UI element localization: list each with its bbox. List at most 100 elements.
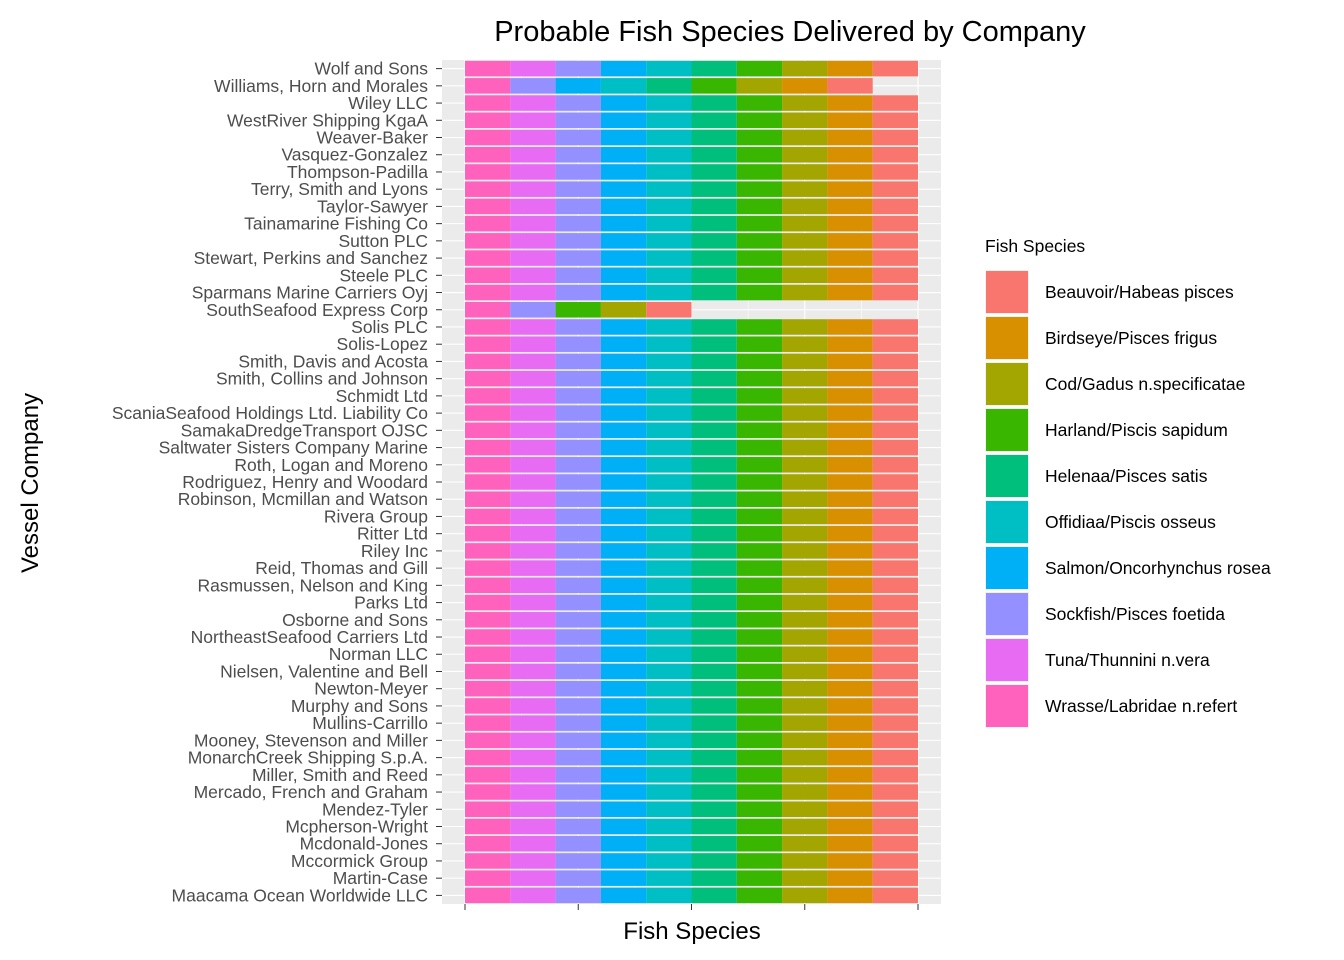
- bar-segment: [555, 284, 601, 301]
- bar-segment: [736, 215, 783, 232]
- bar-segment: [736, 474, 783, 490]
- bar-segment: [782, 95, 828, 111]
- bar-segment: [736, 818, 783, 835]
- bar-segment: [646, 370, 692, 387]
- bar-segment: [691, 835, 737, 852]
- bar-segment: [827, 112, 873, 129]
- bar-segment: [510, 835, 556, 852]
- bar-segment: [782, 319, 828, 335]
- bar-segment: [691, 353, 737, 370]
- bar-segment: [555, 594, 601, 611]
- bar-segment: [872, 784, 918, 800]
- bar-segment: [827, 198, 873, 215]
- y-tick-label: Martin-Case: [333, 868, 428, 888]
- y-tick-label: Mooney, Stevenson and Miller: [194, 730, 428, 750]
- bar-segment: [782, 233, 828, 249]
- y-tick-label: Terry, Smith and Lyons: [251, 179, 428, 199]
- bar-segment: [600, 267, 647, 284]
- bar-segment: [465, 353, 511, 370]
- bar-segment: [555, 129, 601, 146]
- bar-segment: [646, 267, 692, 284]
- bar-segment: [510, 457, 556, 473]
- bar-segment: [691, 525, 737, 542]
- legend-swatch: [986, 271, 1028, 313]
- bar-segment: [691, 818, 737, 835]
- bar-segment: [872, 801, 918, 818]
- bar-segment: [736, 422, 783, 439]
- bar-segment: [691, 319, 737, 335]
- bar-segment: [555, 112, 601, 129]
- bar-segment: [465, 835, 511, 852]
- bar-segment: [510, 525, 556, 542]
- bar-segment: [691, 146, 737, 163]
- bar-segment: [872, 370, 918, 387]
- bar-segment: [736, 95, 783, 111]
- bar-segment: [465, 388, 511, 404]
- bar-segment: [646, 302, 692, 318]
- bar-segment: [600, 732, 647, 749]
- bar-segment: [465, 267, 511, 284]
- legend-swatch: [986, 409, 1028, 451]
- bar-segment: [646, 491, 692, 507]
- bar-segment: [872, 319, 918, 335]
- bar-segment: [555, 198, 601, 215]
- legend-label: Sockfish/Pisces foetida: [1045, 604, 1225, 624]
- y-tick-label: Norman LLC: [329, 644, 428, 664]
- y-tick-label: NortheastSeafood Carriers Ltd: [191, 627, 428, 647]
- bar-segment: [510, 198, 556, 215]
- y-tick-label: WestRiver Shipping KgaA: [227, 110, 428, 130]
- bar-segment: [827, 732, 873, 749]
- bar-segment: [782, 146, 828, 163]
- bar-segment: [510, 353, 556, 370]
- bar-segment: [646, 78, 692, 94]
- bar-segment: [465, 233, 511, 249]
- bar-segment: [646, 233, 692, 249]
- bar-segment: [736, 835, 783, 852]
- bar-segment: [465, 732, 511, 749]
- legend-swatch: [986, 455, 1028, 497]
- bar-segment: [600, 543, 647, 559]
- y-tick-label: Mccormick Group: [291, 851, 428, 871]
- bar-segment: [827, 629, 873, 645]
- bar-segment: [600, 767, 647, 783]
- bar-segment: [691, 698, 737, 714]
- bar-segment: [465, 250, 511, 266]
- bar-segment: [827, 60, 873, 77]
- bar-segment: [827, 336, 873, 352]
- bar-segment: [555, 749, 601, 766]
- bar-segment: [736, 853, 783, 869]
- bar-segment: [736, 353, 783, 370]
- bar-segment: [872, 215, 918, 232]
- bar-segment: [510, 577, 556, 594]
- bar-segment: [827, 284, 873, 301]
- bar-segment: [691, 457, 737, 473]
- bar-segment: [872, 508, 918, 525]
- bar-segment: [555, 146, 601, 163]
- bar-segment: [736, 491, 783, 507]
- bar-segment: [827, 146, 873, 163]
- bar-segment: [555, 698, 601, 714]
- y-tick-label: Thompson-Padilla: [287, 162, 428, 182]
- bar-segment: [827, 353, 873, 370]
- legend-swatch: [986, 593, 1028, 635]
- y-tick-label: Steele PLC: [339, 265, 428, 285]
- bar-segment: [555, 853, 601, 869]
- bar-segment: [555, 353, 601, 370]
- legend-label: Wrasse/Labridae n.refert: [1045, 696, 1237, 716]
- bar-segment: [736, 525, 783, 542]
- bar-segment: [872, 577, 918, 594]
- bar-segment: [465, 457, 511, 473]
- bar-segment: [555, 612, 601, 628]
- bar-segment: [827, 215, 873, 232]
- bar-segment: [691, 612, 737, 628]
- bar-segment: [646, 319, 692, 335]
- bar-segment: [782, 198, 828, 215]
- bar-segment: [510, 663, 556, 680]
- bar-segment: [510, 732, 556, 749]
- bar-segment: [510, 715, 556, 731]
- bar-segment: [691, 405, 737, 421]
- bar-segment: [872, 698, 918, 714]
- bar-segment: [782, 577, 828, 594]
- bar-segment: [782, 543, 828, 559]
- bar-segment: [555, 543, 601, 559]
